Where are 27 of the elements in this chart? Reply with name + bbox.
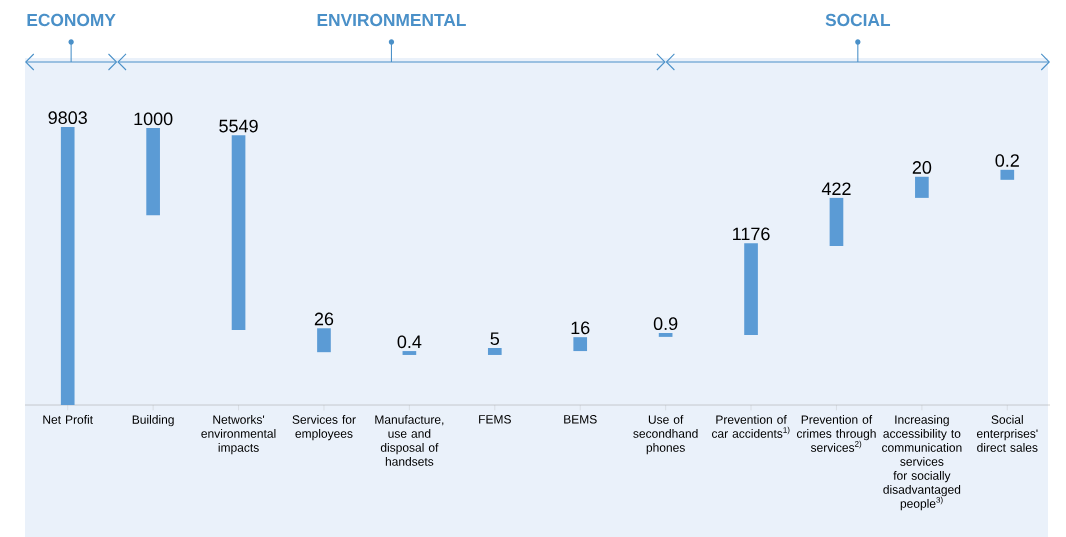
category-label: Social enterprises' direct sales xyxy=(976,415,1038,452)
data-label: 422 xyxy=(821,182,851,195)
text: ENVIRONMENTAL xyxy=(317,13,466,27)
category-label: Manufacture, use and disposal of handsets xyxy=(375,415,444,466)
category-label: Building xyxy=(132,415,174,427)
data-label: 16 xyxy=(571,321,590,335)
category-label: Increasing accessibility to communication services for socially disadvantaged people$^{3)}$ xyxy=(882,415,962,511)
category-label: Networks' environmental impacts xyxy=(201,415,276,455)
category-label: Net Profit xyxy=(43,415,93,424)
data-label: 0.9 xyxy=(653,317,678,331)
category-label: Use of secondhand phones xyxy=(633,415,698,455)
data-label: 5 xyxy=(490,332,500,346)
data-label: 5549 xyxy=(219,119,258,133)
category-label: BEMS xyxy=(564,415,597,424)
category-label: Services for employees xyxy=(292,415,356,441)
text: ECONOMY xyxy=(27,13,116,27)
data-label: 26 xyxy=(314,312,334,326)
category-label: Prevention of crimes through services$^{2)}$ xyxy=(796,415,876,452)
data-label: 20 xyxy=(912,161,932,174)
category-label: FEMS xyxy=(479,415,511,424)
data-label: 0.4 xyxy=(397,335,422,349)
data-label: 1176 xyxy=(733,227,770,241)
data-label: 9803 xyxy=(48,111,87,125)
data-label: 1000 xyxy=(134,112,173,126)
data-label: 0.2 xyxy=(995,154,1019,167)
category-label: Prevention of car accidents$^{1)}$ xyxy=(711,415,790,438)
text: SOCIAL xyxy=(825,13,891,27)
